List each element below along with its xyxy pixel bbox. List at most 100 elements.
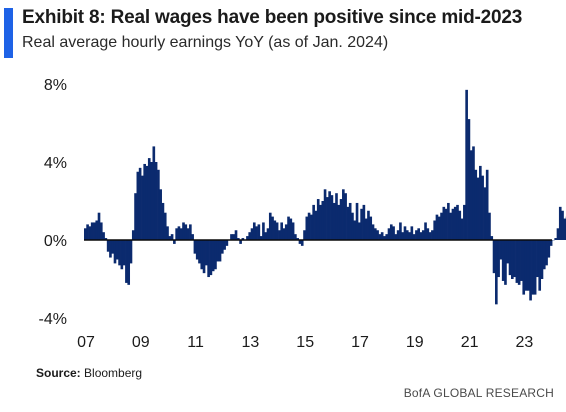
chart-bar xyxy=(380,232,384,240)
chart-bar xyxy=(328,191,331,240)
chart-bar xyxy=(549,240,553,246)
chart-bar xyxy=(364,218,368,240)
chart-bar xyxy=(147,158,151,240)
chart-bar xyxy=(531,240,535,295)
chart-bar xyxy=(492,240,496,274)
chart-bars xyxy=(84,89,566,305)
chart-bar xyxy=(191,234,194,240)
chart-bar xyxy=(278,230,281,240)
chart-bar xyxy=(200,240,204,270)
chart-bar xyxy=(513,240,516,278)
chart-bar xyxy=(218,240,222,262)
chart-bar xyxy=(522,240,526,295)
chart-bar xyxy=(118,240,121,266)
chart-bar xyxy=(189,224,192,240)
chart-bar xyxy=(419,232,423,240)
chart-bar xyxy=(447,202,450,240)
chart-bar xyxy=(485,169,489,240)
chart-bar xyxy=(287,216,290,240)
chart-bar xyxy=(193,240,197,254)
chart-bar xyxy=(449,212,452,240)
chart-bar xyxy=(314,210,318,240)
y-tick-label: 8% xyxy=(44,77,67,94)
y-tick-label: 0% xyxy=(44,233,67,250)
chart-bar xyxy=(90,222,94,240)
chart-bar xyxy=(556,228,560,240)
chart-bar xyxy=(150,162,153,240)
chart-bar xyxy=(387,228,391,240)
chart-bar xyxy=(209,240,213,276)
x-tick-label: 07 xyxy=(77,334,95,351)
chart-bar xyxy=(115,240,119,260)
chart-bar xyxy=(428,232,432,240)
chart-bar xyxy=(97,212,101,240)
chart-bar xyxy=(175,228,178,240)
chart-bar xyxy=(303,230,306,240)
chart-bar xyxy=(134,193,137,240)
chart-bar xyxy=(367,210,370,240)
chart-bar xyxy=(236,238,240,240)
chart-bar xyxy=(561,210,564,240)
chart-bar xyxy=(300,240,304,246)
chart-bar xyxy=(424,222,427,240)
x-tick-label: 15 xyxy=(296,334,314,351)
chart-bar xyxy=(392,226,395,240)
chart-bar xyxy=(337,204,341,240)
chart-bar xyxy=(138,167,142,240)
chart-bar xyxy=(474,169,478,240)
chart-bar xyxy=(453,206,457,240)
chart-bar xyxy=(520,240,523,281)
chart-bar xyxy=(170,234,174,240)
chart-bar xyxy=(383,236,386,240)
chart-bar xyxy=(289,218,293,240)
chart-bar xyxy=(122,240,126,266)
chart-bar xyxy=(545,240,548,266)
chart-bar xyxy=(510,240,514,279)
chart-bar xyxy=(113,240,117,264)
y-tick-label: 4% xyxy=(44,155,67,172)
chart-bar xyxy=(508,240,512,276)
chart-bar xyxy=(252,222,256,240)
chart-bar xyxy=(465,89,468,240)
x-tick-label: 21 xyxy=(461,334,479,351)
chart-bar xyxy=(316,199,320,240)
source-value: Bloomberg xyxy=(84,366,143,380)
chart-bar xyxy=(266,228,270,240)
chart-bar xyxy=(136,171,140,240)
chart-bar xyxy=(145,165,149,240)
chart-bar xyxy=(437,216,441,240)
chart-bar xyxy=(195,240,199,260)
source-note: Source: Bloomberg xyxy=(36,366,142,380)
chart-bar xyxy=(332,202,336,240)
chart-bar xyxy=(161,202,165,240)
chart-bar xyxy=(517,240,521,285)
chart-bar xyxy=(408,232,411,240)
chart-bar xyxy=(294,234,297,240)
chart-bar xyxy=(179,228,183,240)
chart-bar xyxy=(355,202,359,240)
chart-bar xyxy=(284,224,288,240)
chart-bar xyxy=(257,224,261,240)
chart-bar xyxy=(526,240,530,291)
chart-bar xyxy=(305,216,309,240)
chart-bar xyxy=(554,238,557,240)
chart-bar xyxy=(225,240,229,246)
chart-bar xyxy=(476,177,480,240)
chart-bar xyxy=(109,240,112,258)
chart-bar xyxy=(442,206,446,240)
chart-bar xyxy=(415,230,418,240)
chart-bar xyxy=(426,228,430,240)
chart-bar xyxy=(396,230,400,240)
chart-bar xyxy=(321,201,325,240)
chart-bar xyxy=(403,226,407,240)
chart-bar xyxy=(369,216,373,240)
chart-bar xyxy=(399,222,402,240)
chart-bar xyxy=(335,193,338,240)
chart-bar xyxy=(125,240,128,283)
chart-bar xyxy=(421,230,425,240)
chart-bar xyxy=(198,240,201,264)
chart-bar xyxy=(348,202,352,240)
chart-bar xyxy=(490,236,494,240)
chart-bar xyxy=(268,212,272,240)
